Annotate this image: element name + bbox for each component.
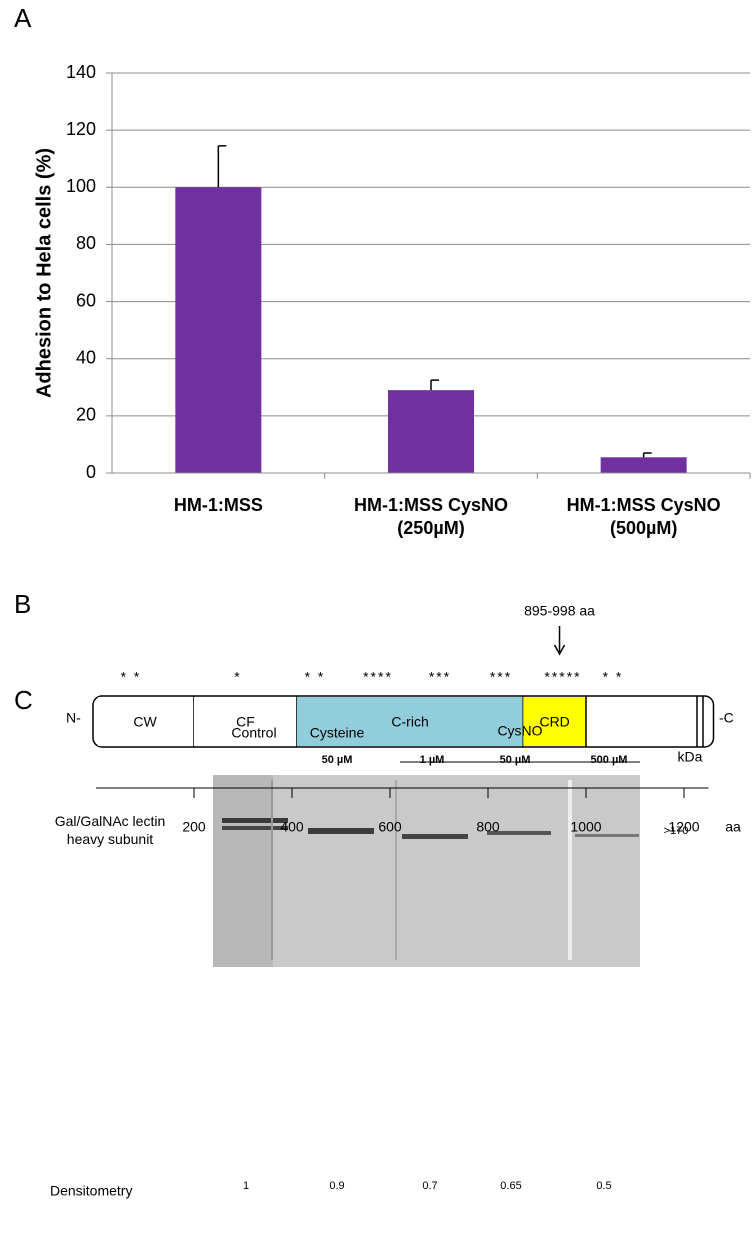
- densitometry-value: 1: [243, 1180, 249, 1192]
- domain-label: CF: [236, 714, 255, 730]
- domain: [98, 697, 194, 746]
- scale-tick-label: 200: [182, 819, 206, 835]
- scale-tick-label: 400: [280, 819, 304, 835]
- cysteine-marker: * *: [603, 669, 624, 685]
- band-label: Gal/GalNAc lectin heavy subunit: [54, 813, 166, 848]
- cysteine-marker: * *: [121, 669, 142, 685]
- y-tick-label: 0: [86, 462, 96, 482]
- cysteine-marker: ***: [429, 669, 451, 685]
- y-tick-label: 140: [66, 62, 96, 82]
- domain-label: CW: [133, 714, 157, 730]
- panel-label: C: [14, 685, 33, 715]
- size-label: >170: [664, 825, 689, 837]
- domain: [194, 697, 297, 746]
- bar: [600, 457, 687, 473]
- c-terminus: -C: [719, 710, 734, 726]
- y-tick-label: 20: [76, 405, 96, 425]
- x-tick-label: HM-1:MSS: [173, 495, 263, 515]
- lane-dose: 1 µM: [420, 754, 445, 766]
- y-tick-label: 100: [66, 176, 96, 196]
- densitometry-value: 0.9: [329, 1180, 344, 1192]
- densitometry-value: 0.65: [500, 1180, 521, 1192]
- x-tick-label: HM-1:MSS CysNO (250µM): [353, 495, 509, 539]
- x-tick-label: HM-1:MSS CysNO (500µM): [566, 495, 721, 539]
- lane-label: Cysteine: [310, 725, 365, 741]
- lane-dose: 500 µM: [591, 754, 628, 766]
- annotation: 895-998 aa: [524, 603, 595, 619]
- unit-label: kDa: [678, 749, 703, 765]
- scale-tick-label: 600: [378, 819, 402, 835]
- scale-tick-label: 800: [476, 819, 500, 835]
- domain: [523, 697, 586, 746]
- panel-label: B: [14, 589, 31, 619]
- bar: [175, 187, 262, 474]
- densitometry-value: 0.5: [596, 1180, 611, 1192]
- group-label: CysNO: [497, 723, 542, 739]
- lane-dose: 50 µM: [322, 754, 353, 766]
- blot-image: [213, 775, 640, 967]
- y-tick-label: 80: [76, 233, 96, 253]
- y-tick-label: 120: [66, 119, 96, 139]
- cysteine-marker: ***: [490, 669, 512, 685]
- y-axis-title: Adhesion to Hela cells (%): [33, 148, 55, 398]
- cysteine-marker: * *: [305, 669, 326, 685]
- domain-label: C-rich: [391, 714, 428, 730]
- domain: [296, 697, 524, 746]
- domain-label: CRD: [539, 714, 569, 730]
- cysteine-marker: ****: [363, 669, 393, 685]
- scale-tick-label: 1000: [570, 819, 601, 835]
- annotation-arrowhead: [553, 644, 566, 656]
- lane-dose: 50 µM: [500, 754, 531, 766]
- y-tick-label: 40: [76, 347, 96, 367]
- panel-label: A: [14, 3, 32, 33]
- n-terminus: N-: [66, 710, 81, 726]
- cysteine-marker: *: [234, 669, 241, 685]
- densitometry-value: 0.7: [422, 1180, 437, 1192]
- cysteine-marker: *****: [544, 669, 581, 685]
- y-tick-label: 60: [76, 290, 96, 310]
- bar: [388, 390, 474, 473]
- scale-tick-label: 1200: [668, 819, 699, 835]
- lane-label: Control: [231, 725, 276, 741]
- densitometry-label: Densitometry: [50, 1183, 132, 1199]
- scale-unit: aa: [725, 819, 741, 835]
